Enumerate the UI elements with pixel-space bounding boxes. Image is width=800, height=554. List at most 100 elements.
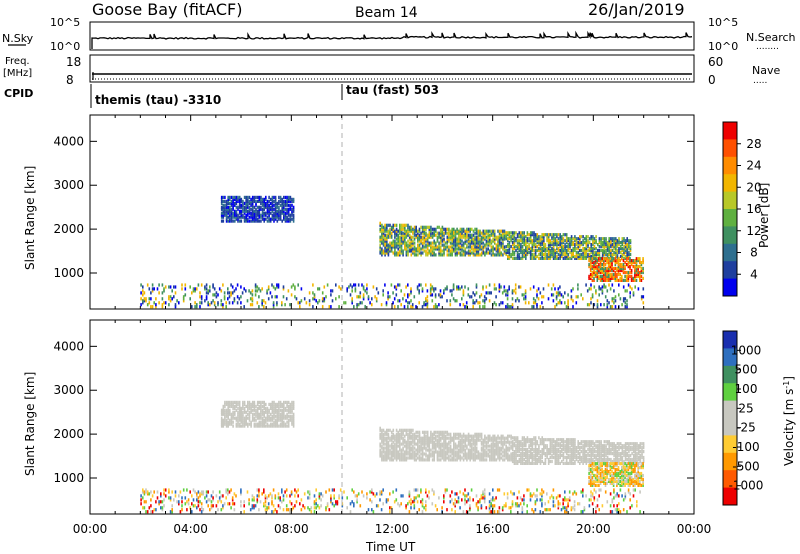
data-cell	[382, 241, 385, 245]
data-cell	[222, 211, 225, 215]
data-cell	[384, 249, 386, 253]
data-cell	[520, 235, 522, 239]
data-cell	[471, 227, 473, 231]
data-cell	[587, 248, 589, 253]
data-cell	[541, 239, 543, 243]
data-cell	[580, 252, 583, 257]
data-cell	[556, 245, 558, 249]
data-cell	[475, 454, 478, 458]
data-cell	[526, 455, 529, 460]
data-cell	[394, 235, 396, 239]
data-cell	[248, 211, 251, 215]
data-cell	[242, 201, 244, 205]
data-cell	[191, 305, 193, 309]
data-cell	[589, 259, 592, 263]
data-cell	[605, 239, 607, 243]
data-cell	[423, 446, 426, 450]
data-cell	[464, 231, 467, 235]
data-cell	[439, 245, 442, 249]
data-cell	[621, 248, 624, 253]
data-cell	[261, 209, 264, 213]
data-cell	[502, 239, 504, 243]
data-cell	[498, 247, 501, 251]
beam-title: Beam 14	[355, 5, 418, 21]
data-cell	[438, 458, 440, 462]
data-cell	[421, 245, 424, 249]
data-cell	[525, 247, 527, 251]
data-cell	[600, 453, 602, 458]
data-cell	[247, 211, 249, 215]
data-cell	[513, 438, 516, 442]
data-cell	[420, 438, 422, 442]
data-cell	[220, 416, 223, 420]
data-cell	[617, 259, 620, 263]
data-cell	[457, 432, 460, 436]
data-cell	[400, 450, 403, 454]
data-cell	[386, 448, 388, 452]
data-cell	[436, 450, 439, 454]
data-cell	[278, 209, 280, 213]
data-cell	[526, 459, 529, 464]
data-cell	[520, 256, 522, 260]
data-cell	[554, 233, 557, 237]
data-cell	[415, 235, 417, 239]
data-cell	[642, 276, 644, 280]
data-cell	[502, 458, 504, 462]
data-cell	[629, 265, 631, 269]
data-cell	[404, 243, 406, 247]
data-cell	[539, 248, 542, 253]
data-cell	[574, 461, 576, 465]
data-cell	[287, 404, 290, 408]
data-cell	[541, 237, 543, 241]
data-cell	[182, 295, 185, 299]
data-cell	[286, 201, 288, 205]
data-cell	[508, 247, 511, 251]
data-cell	[395, 229, 398, 233]
data-cell	[538, 252, 540, 257]
data-cell	[536, 453, 539, 458]
data-cell	[448, 233, 450, 237]
data-cell	[220, 195, 223, 199]
data-cell	[313, 295, 316, 299]
data-cell	[225, 412, 228, 416]
data-cell	[207, 289, 209, 293]
data-cell	[423, 432, 426, 436]
data-cell	[232, 400, 234, 404]
data-cell	[433, 251, 435, 255]
data-cell	[418, 251, 421, 255]
data-cell	[375, 299, 378, 303]
data-cell	[518, 245, 521, 249]
data-cell	[417, 239, 419, 243]
data-cell	[595, 291, 597, 295]
data-cell	[557, 455, 560, 460]
data-cell	[599, 257, 602, 261]
data-cell	[330, 293, 332, 297]
data-cell	[289, 219, 292, 223]
data-cell	[237, 416, 239, 420]
data-cell	[508, 305, 510, 309]
data-cell	[626, 289, 628, 293]
data-cell	[237, 400, 239, 404]
data-cell	[223, 295, 226, 299]
data-cell	[498, 436, 501, 440]
data-cell	[627, 265, 630, 269]
data-cell	[232, 207, 234, 211]
data-cell	[253, 408, 256, 412]
data-cell	[480, 251, 483, 255]
data-cell	[178, 301, 180, 305]
data-cell	[554, 446, 557, 450]
data-cell	[587, 241, 589, 245]
data-cell	[601, 259, 603, 263]
data-cell	[482, 450, 485, 454]
data-cell	[400, 227, 403, 231]
data-cell	[565, 455, 568, 460]
data-cell	[544, 444, 547, 448]
data-cell	[479, 243, 481, 247]
data-cell	[435, 229, 437, 233]
data-cell	[479, 253, 481, 257]
data-cell	[448, 440, 450, 444]
data-cell	[338, 285, 340, 289]
data-cell	[234, 201, 236, 205]
data-cell	[583, 248, 586, 253]
data-cell	[574, 254, 576, 259]
